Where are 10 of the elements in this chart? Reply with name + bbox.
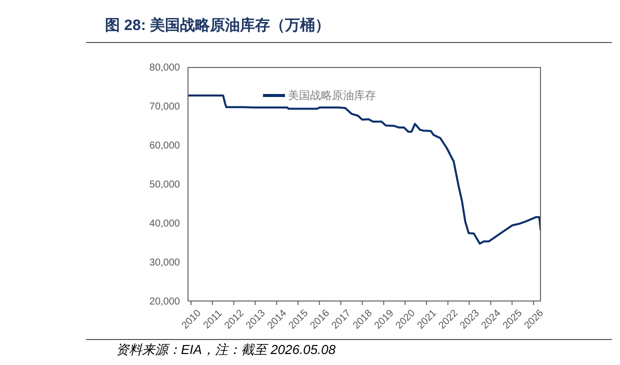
y-tick-label: 50,000: [149, 180, 180, 191]
text: 资料来源：EIA，注：截至 2026.05.08: [116, 341, 336, 359]
chart-title: 图 28: 美国战略原油库存（万桶）: [105, 16, 330, 35]
y-tick-label: 30,000: [149, 258, 180, 269]
y-tick-label: 20,000: [149, 296, 180, 308]
y-tick-label: 60,000: [149, 140, 180, 152]
y-tick-label: 40,000: [149, 218, 180, 230]
legend-label: 美国战略原油库存: [288, 88, 376, 103]
y-tick-label: 80,000: [149, 62, 180, 74]
y-tick-label: 70,000: [149, 102, 180, 113]
